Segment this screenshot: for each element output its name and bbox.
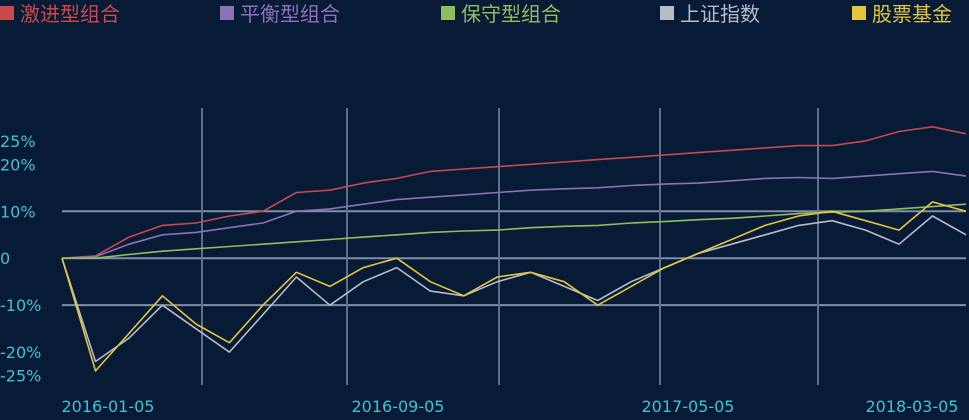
legend-swatch [660, 6, 674, 20]
y-tick-label: -25% [0, 367, 41, 386]
y-tick-label: 0 [0, 249, 10, 268]
legend-label: 股票基金 [872, 2, 952, 26]
y-axis: 25% 20% 10% 0 -10% -20% -25% [0, 132, 41, 386]
legend-label: 平衡型组合 [240, 2, 340, 26]
legend-item[interactable]: 平衡型组合 [220, 2, 340, 26]
x-tick-label: 2017-05-05 [642, 397, 735, 416]
legend-item[interactable]: 保守型组合 [441, 2, 561, 26]
legend-label: 激进型组合 [20, 2, 120, 26]
y-tick-label: 10% [0, 202, 36, 221]
legend-swatch [220, 6, 234, 20]
y-tick-label: 25% [0, 132, 36, 151]
y-tick-label: -20% [0, 343, 41, 362]
grid [62, 108, 966, 385]
x-tick-label: 2016-01-05 [62, 397, 155, 416]
y-tick-label: -10% [0, 296, 41, 315]
legend-swatch [852, 6, 866, 20]
series-lines [61, 126, 967, 372]
x-tick-label: 2016-09-05 [352, 397, 445, 416]
series-line [61, 215, 967, 363]
x-tick-label: 2018-03-05 [866, 397, 959, 416]
legend-item[interactable]: 上证指数 [660, 2, 760, 26]
series-line [61, 126, 967, 259]
legend: 激进型组合 平衡型组合 保守型组合 上证指数 股票基金 [0, 2, 952, 26]
series-line [61, 170, 967, 259]
legend-swatch [0, 6, 14, 20]
y-tick-label: 20% [0, 155, 36, 174]
legend-label: 保守型组合 [461, 2, 561, 26]
legend-label: 上证指数 [680, 2, 760, 26]
legend-swatch [441, 6, 455, 20]
legend-item[interactable]: 激进型组合 [0, 2, 120, 26]
series-line [61, 201, 967, 372]
legend-item[interactable]: 股票基金 [852, 2, 952, 26]
x-axis: 2016-01-05 2016-09-05 2017-05-05 2018-03-05 [62, 397, 959, 416]
